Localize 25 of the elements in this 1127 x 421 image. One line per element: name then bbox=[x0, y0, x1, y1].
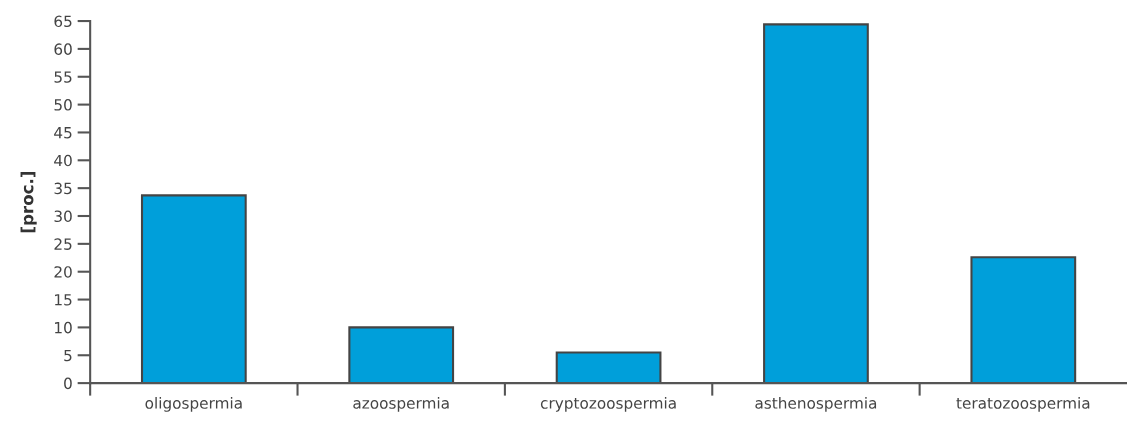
y-tick-label: 5 bbox=[64, 349, 72, 362]
y-tick-label: 25 bbox=[54, 238, 72, 250]
y-tick-label: 35 bbox=[54, 182, 72, 195]
x-tick-label: teratozoospermia bbox=[956, 397, 1090, 412]
bar bbox=[140, 194, 247, 384]
y-tick-label: 60 bbox=[54, 43, 72, 55]
y-tick-label: 45 bbox=[54, 127, 72, 139]
y-tick-label: 30 bbox=[54, 210, 72, 223]
y-tick-label: 55 bbox=[54, 71, 72, 83]
x-tick-label: azoospermia bbox=[353, 397, 449, 412]
x-tick-label: asthenospermia bbox=[755, 397, 877, 412]
y-tick-label: 20 bbox=[54, 266, 72, 278]
y-tick-label: 10 bbox=[55, 321, 72, 334]
x-tick-label: oligospermia bbox=[145, 397, 242, 412]
bar bbox=[348, 326, 455, 384]
y-tick-label: 50 bbox=[54, 99, 72, 111]
y-tick-label: 0 bbox=[64, 377, 72, 390]
y-tick-label: 65 bbox=[54, 15, 72, 28]
bar bbox=[555, 351, 662, 384]
y-axis-title: [proc.] bbox=[20, 171, 37, 233]
bar bbox=[763, 23, 869, 384]
x-tick-label: cryptozoospermia bbox=[540, 397, 676, 412]
y-tick-label: 40 bbox=[54, 154, 72, 167]
bar bbox=[970, 256, 1077, 384]
y-tick-label: 15 bbox=[55, 294, 72, 306]
